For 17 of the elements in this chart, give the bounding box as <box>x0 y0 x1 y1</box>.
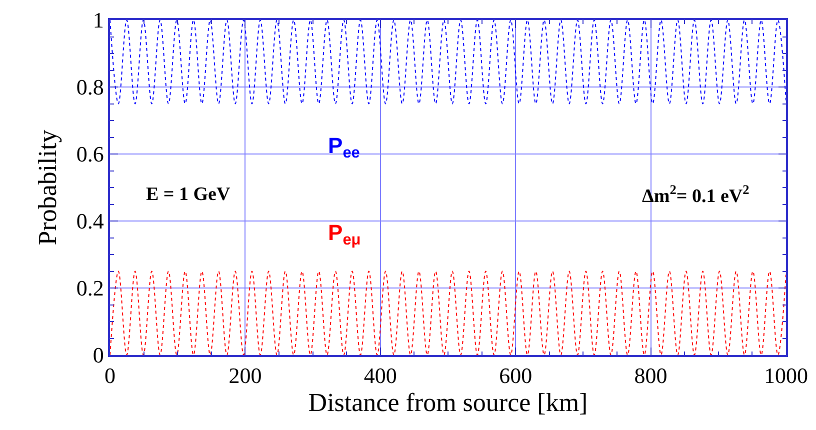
annotation: E = 1 GeV <box>146 184 230 205</box>
y-tick-label: 0.4 <box>76 208 104 234</box>
x-tick-label: 1000 <box>764 363 808 388</box>
x-tick-label: 200 <box>228 363 262 388</box>
y-tick-label: 0.8 <box>76 74 104 100</box>
x-tick-label: 600 <box>499 363 532 388</box>
x-axis-title: Distance from source [km] <box>308 388 588 418</box>
series-label: P$_{eμ}$ <box>328 220 361 249</box>
annotation: Δm$^{2}$= 0.1 eV$^{2}$ <box>642 182 750 207</box>
y-tick-label: 0.6 <box>76 142 104 167</box>
y-tick-label: 0.2 <box>76 276 104 301</box>
x-tick-label: 400 <box>364 363 397 388</box>
series-label: P$_{ee}$ <box>328 133 360 162</box>
y-tick-label: 0 <box>92 342 104 368</box>
x-tick-label: 800 <box>634 363 668 388</box>
y-tick-label: 1 <box>92 8 104 33</box>
y-axis-title: Probability <box>33 130 62 246</box>
